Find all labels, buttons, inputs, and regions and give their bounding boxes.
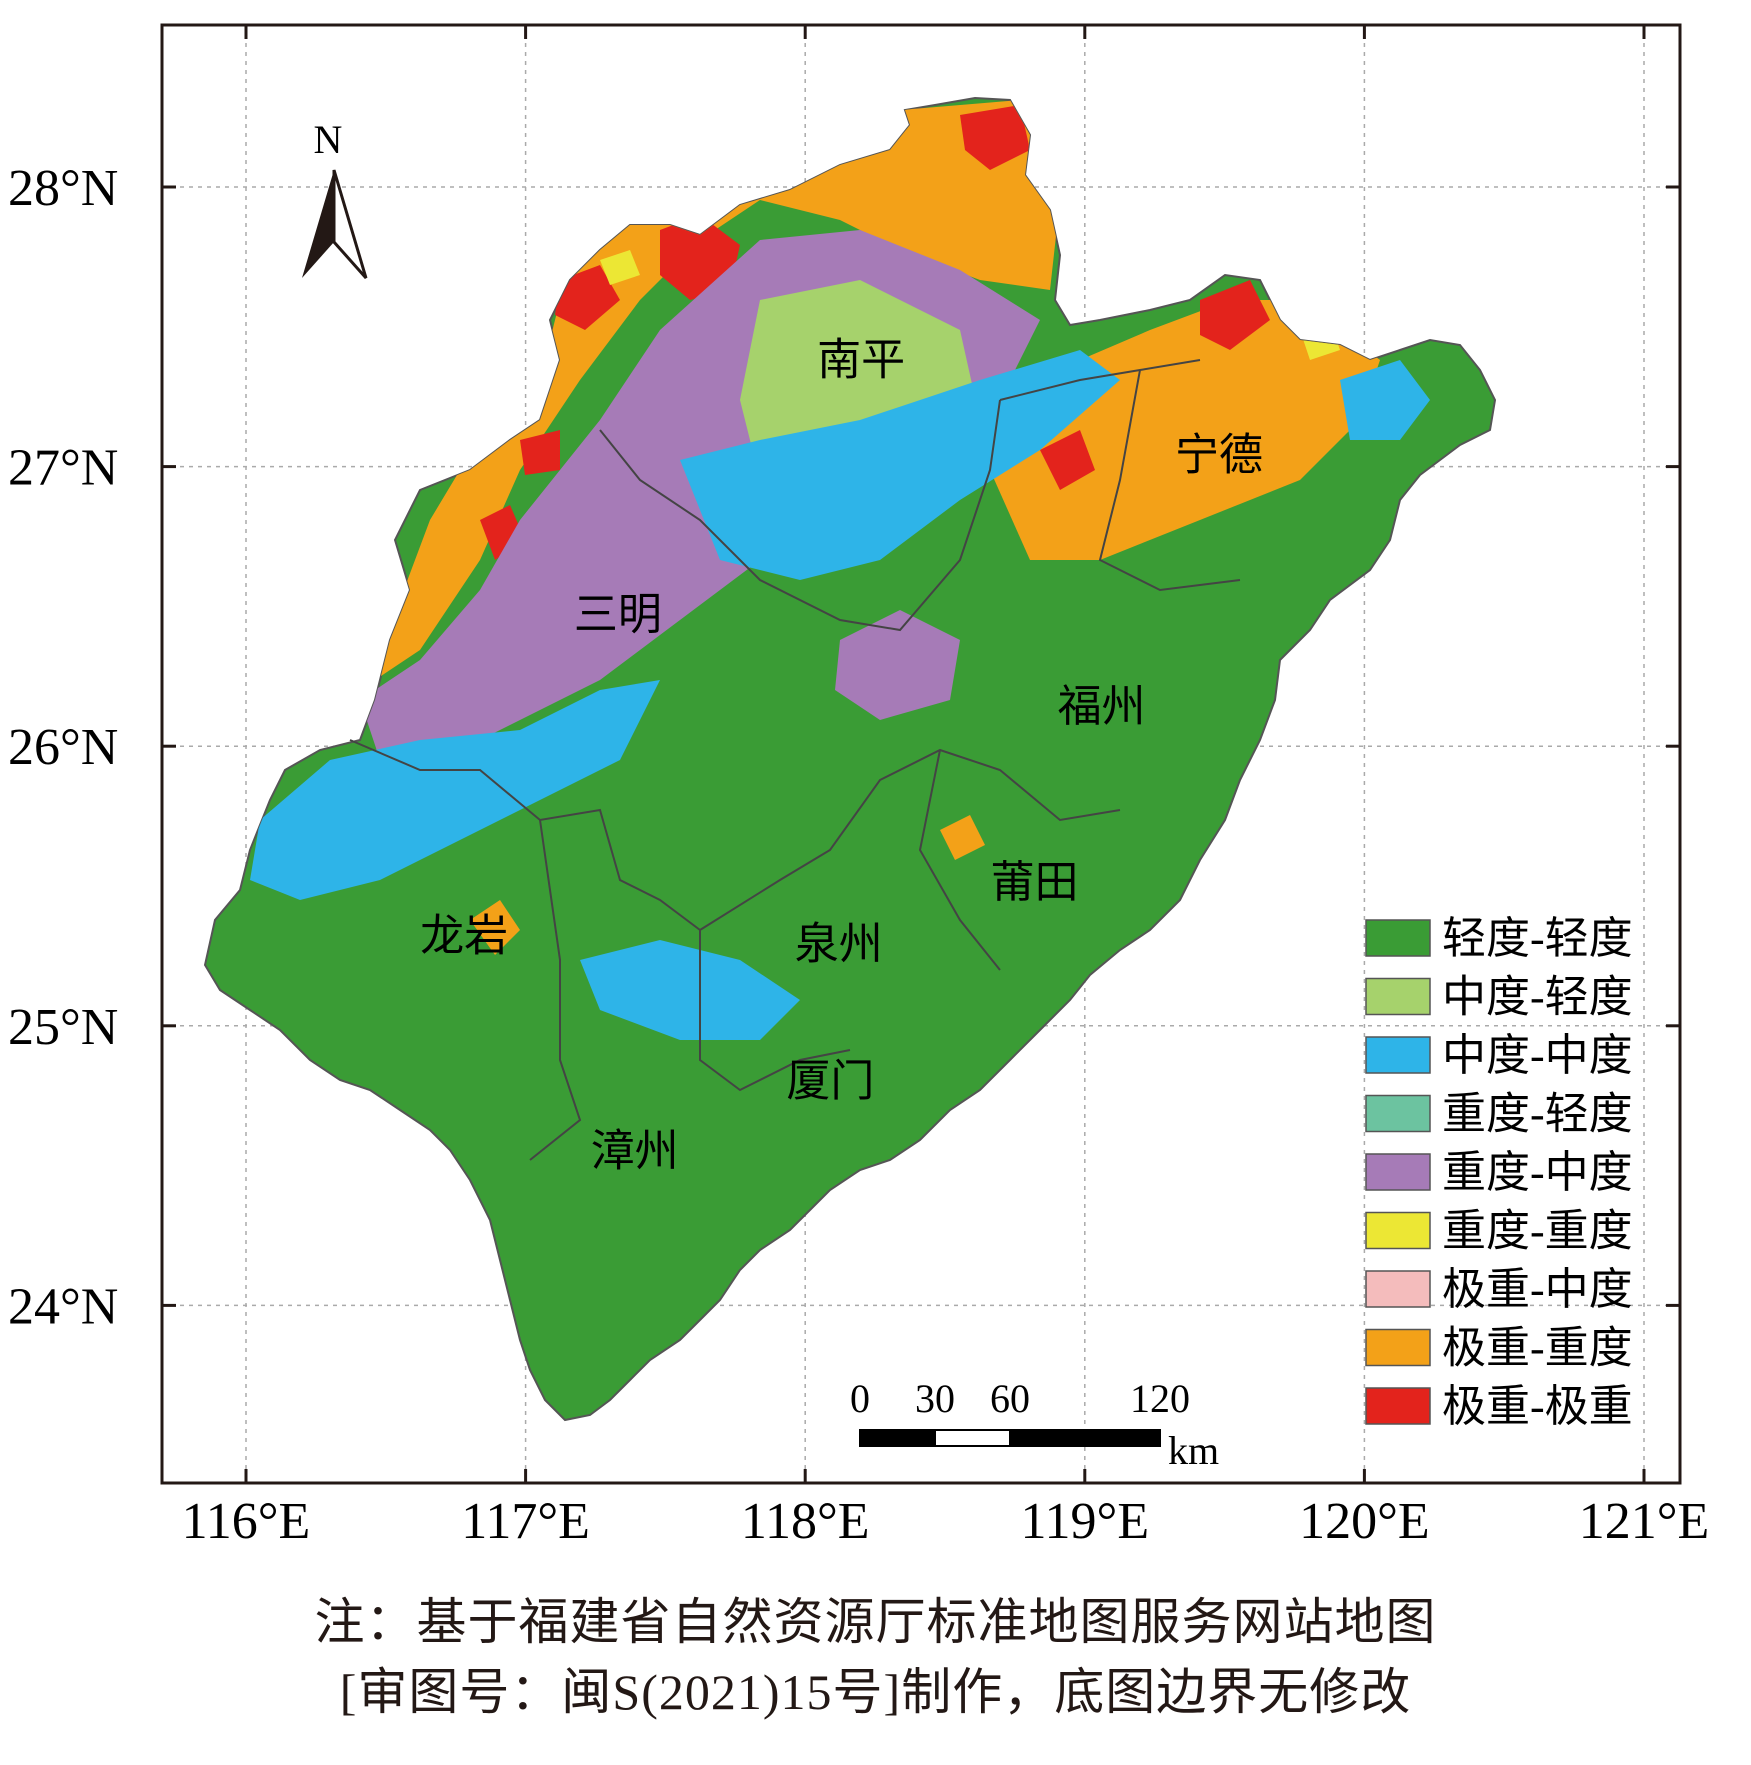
legend-label: 中度-轻度 bbox=[1442, 973, 1633, 1022]
province-fill bbox=[203, 96, 1497, 1422]
city-label: 宁德 bbox=[1175, 430, 1263, 479]
latitude-labels: 28°N 27°N 26°N 25°N 24°N bbox=[8, 160, 118, 1335]
legend-label: 极重-重度 bbox=[1442, 1324, 1633, 1373]
legend-swatch bbox=[1365, 1094, 1431, 1133]
city-label: 莆田 bbox=[990, 858, 1078, 907]
scale-segment bbox=[859, 1429, 936, 1447]
scale-tick-label: 120 bbox=[1130, 1376, 1190, 1421]
legend-swatch bbox=[1365, 1387, 1431, 1425]
city-label: 泉州 bbox=[795, 920, 883, 969]
legend-label: 轻度-轻度 bbox=[1442, 914, 1633, 963]
north-label: N bbox=[314, 117, 343, 162]
legend-label: 极重-极重 bbox=[1442, 1382, 1633, 1431]
zone-moderate-moderate-3 bbox=[1340, 360, 1430, 440]
city-label: 漳州 bbox=[591, 1127, 679, 1176]
lon-tick-label: 120°E bbox=[1299, 1493, 1430, 1550]
legend-label: 重度-重度 bbox=[1442, 1207, 1633, 1256]
longitude-labels: 116°E 117°E 118°E 119°E 120°E 121°E bbox=[182, 1493, 1710, 1550]
legend-label: 重度-轻度 bbox=[1442, 1090, 1633, 1139]
zone-extreme-extreme-7 bbox=[1040, 430, 1095, 490]
legend-swatch bbox=[1365, 919, 1431, 957]
legend: 轻度-轻度中度-轻度中度-中度重度-轻度重度-中度重度-重度极重-中度极重-重度… bbox=[1365, 914, 1633, 1431]
scale-segment bbox=[1009, 1429, 1161, 1447]
zone-moderate-moderate-2 bbox=[680, 350, 1120, 580]
scale-unit: km bbox=[1168, 1428, 1219, 1473]
zone-heavy-heavy-1 bbox=[600, 250, 640, 285]
legend-label: 极重-中度 bbox=[1442, 1265, 1633, 1314]
note-line-1: 注：基于福建省自然资源厅标准地图服务网站地图 bbox=[314, 1594, 1437, 1650]
city-label: 南平 bbox=[817, 335, 905, 384]
legend-label: 重度-中度 bbox=[1442, 1148, 1633, 1197]
lat-tick-label: 28°N bbox=[8, 160, 118, 217]
north-arrow: N bbox=[302, 117, 368, 279]
lat-tick-label: 27°N bbox=[8, 440, 118, 497]
legend-swatch bbox=[1365, 977, 1431, 1016]
city-boundaries bbox=[349, 359, 1241, 1161]
city-label: 厦门 bbox=[786, 1057, 874, 1106]
lon-tick-label: 116°E bbox=[182, 1493, 311, 1550]
scale-segment bbox=[934, 1429, 1011, 1447]
zone-moderate-moderate-1 bbox=[250, 680, 660, 900]
city-label: 龙岩 bbox=[420, 911, 508, 960]
zone-extreme-severe-c bbox=[940, 815, 985, 860]
north-arrow-icon bbox=[302, 169, 368, 279]
lon-tick-label: 119°E bbox=[1020, 1493, 1149, 1550]
lat-tick-label: 25°N bbox=[8, 999, 118, 1056]
zone-extreme-extreme-3 bbox=[960, 105, 1030, 170]
scale-tick-label: 0 bbox=[850, 1376, 870, 1421]
legend-swatch bbox=[1365, 1153, 1431, 1191]
scale-tick-label: 30 bbox=[915, 1376, 955, 1421]
lat-tick-label: 26°N bbox=[8, 719, 118, 776]
legend-swatch bbox=[1365, 1328, 1431, 1367]
map-frame bbox=[160, 23, 1682, 1485]
lat-tick-label: 24°N bbox=[8, 1278, 118, 1335]
city-label: 福州 bbox=[1058, 682, 1146, 731]
note-line-2: [审图号：闽S(2021)15号]制作，底图边界无修改 bbox=[339, 1664, 1412, 1720]
city-label: 三明 bbox=[574, 590, 662, 639]
legend-swatch bbox=[1365, 1211, 1431, 1250]
zone-extreme-extreme-5 bbox=[520, 430, 560, 475]
legend-label: 中度-中度 bbox=[1442, 1031, 1633, 1080]
lon-tick-label: 117°E bbox=[461, 1493, 590, 1550]
legend-swatch bbox=[1365, 1270, 1431, 1308]
scale-tick-label: 60 bbox=[990, 1376, 1030, 1421]
scale-bar: 0 30 60 120 km bbox=[850, 1376, 1219, 1473]
zone-heavy-moderate-central bbox=[835, 610, 960, 720]
lon-tick-label: 118°E bbox=[741, 1493, 870, 1550]
zone-extreme-severe-sw bbox=[470, 900, 520, 955]
lon-tick-label: 121°E bbox=[1579, 1493, 1710, 1550]
zone-extreme-extreme-2 bbox=[555, 265, 620, 330]
legend-swatch bbox=[1365, 1036, 1431, 1074]
zone-extreme-extreme-6 bbox=[1200, 280, 1270, 350]
zone-moderate-moderate-4 bbox=[580, 940, 800, 1040]
